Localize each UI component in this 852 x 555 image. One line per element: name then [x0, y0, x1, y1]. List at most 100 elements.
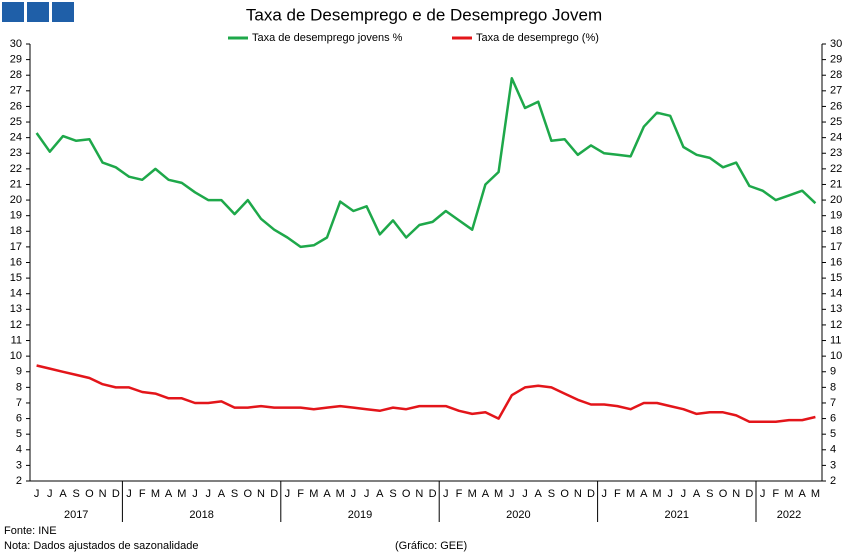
x-tick-label: D: [745, 488, 753, 500]
x-tick-label: N: [415, 488, 423, 500]
y-tick-label: 22: [10, 163, 22, 175]
x-tick-label: A: [535, 488, 543, 500]
y-tick-label: 8: [16, 381, 22, 393]
y2-tick-label: 15: [830, 272, 842, 284]
y2-tick-label: 18: [830, 225, 842, 237]
x-tick-label: A: [218, 488, 226, 500]
x-tick-label: J: [509, 488, 515, 500]
source: Fonte: INE: [4, 525, 57, 537]
year-label: 2022: [777, 509, 801, 521]
x-tick-label: O: [85, 488, 94, 500]
y2-tick-label: 5: [830, 428, 836, 440]
y-tick-label: 7: [16, 397, 22, 409]
y-tick-label: 20: [10, 194, 22, 206]
credit: (Gráfico: GEE): [395, 540, 467, 552]
x-tick-label: D: [270, 488, 278, 500]
note: Nota: Dados ajustados de sazonalidade: [4, 540, 198, 552]
y2-tick-label: 27: [830, 85, 842, 97]
y-tick-label: 14: [10, 288, 22, 300]
y2-tick-label: 7: [830, 397, 836, 409]
x-tick-label: M: [177, 488, 186, 500]
x-tick-label: M: [811, 488, 820, 500]
x-tick-label: F: [456, 488, 463, 500]
y2-tick-label: 29: [830, 54, 842, 66]
y2-tick-label: 24: [830, 132, 842, 144]
y2-tick-label: 8: [830, 381, 836, 393]
x-tick-label: J: [681, 488, 687, 500]
y-tick-label: 10: [10, 350, 22, 362]
y-tick-label: 29: [10, 54, 22, 66]
y2-tick-label: 25: [830, 116, 842, 128]
x-tick-label: J: [34, 488, 40, 500]
x-tick-label: F: [614, 488, 621, 500]
x-tick-label: D: [587, 488, 595, 500]
x-tick-label: A: [323, 488, 331, 500]
chart-title: Taxa de Desemprego e de Desemprego Jovem: [246, 5, 602, 24]
x-tick-label: A: [482, 488, 490, 500]
x-tick-label: J: [760, 488, 766, 500]
x-tick-label: A: [640, 488, 648, 500]
x-tick-label: M: [336, 488, 345, 500]
x-tick-label: J: [47, 488, 53, 500]
x-tick-label: O: [244, 488, 253, 500]
x-tick-label: O: [402, 488, 411, 500]
y-tick-label: 30: [10, 38, 22, 50]
x-tick-label: S: [231, 488, 238, 500]
x-tick-label: F: [139, 488, 146, 500]
y-tick-label: 26: [10, 100, 22, 112]
y2-tick-label: 14: [830, 288, 842, 300]
x-tick-label: A: [376, 488, 384, 500]
x-tick-label: J: [443, 488, 449, 500]
y-tick-label: 3: [16, 459, 22, 471]
y-tick-label: 18: [10, 225, 22, 237]
y-tick-label: 23: [10, 147, 22, 159]
x-tick-label: M: [309, 488, 318, 500]
logo-square: [2, 2, 24, 22]
year-label: 2017: [64, 509, 88, 521]
series-line: [36, 364, 816, 423]
x-tick-label: S: [706, 488, 713, 500]
y-tick-label: 27: [10, 85, 22, 97]
y2-tick-label: 10: [830, 350, 842, 362]
x-tick-label: A: [799, 488, 807, 500]
y2-tick-label: 16: [830, 256, 842, 268]
y2-tick-label: 21: [830, 178, 842, 190]
y2-tick-label: 23: [830, 147, 842, 159]
y-tick-label: 16: [10, 256, 22, 268]
x-tick-label: J: [601, 488, 607, 500]
legend-label: Taxa de desemprego (%): [476, 32, 599, 44]
y-tick-label: 4: [16, 444, 22, 456]
x-tick-label: S: [389, 488, 396, 500]
x-tick-label: M: [151, 488, 160, 500]
year-label: 2020: [506, 509, 530, 521]
y-tick-label: 25: [10, 116, 22, 128]
y-tick-label: 11: [11, 334, 22, 346]
y2-tick-label: 28: [830, 69, 842, 81]
y2-tick-label: 4: [830, 444, 836, 456]
y-tick-label: 2: [16, 475, 22, 487]
x-tick-label: J: [522, 488, 528, 500]
x-tick-label: J: [192, 488, 198, 500]
y-tick-label: 5: [16, 428, 22, 440]
x-tick-label: A: [693, 488, 701, 500]
x-tick-label: J: [285, 488, 291, 500]
y2-tick-label: 13: [830, 303, 842, 315]
x-tick-label: M: [652, 488, 661, 500]
y2-tick-label: 22: [830, 163, 842, 175]
y2-tick-label: 17: [830, 241, 842, 253]
y-tick-label: 24: [10, 132, 22, 144]
y-tick-label: 13: [10, 303, 22, 315]
x-tick-label: M: [784, 488, 793, 500]
x-tick-label: N: [574, 488, 582, 500]
y2-tick-label: 30: [830, 38, 842, 50]
series-line: [35, 77, 817, 249]
x-tick-label: O: [560, 488, 569, 500]
y2-tick-label: 19: [830, 210, 842, 222]
y-tick-label: 21: [10, 178, 22, 190]
y-tick-label: 17: [10, 241, 22, 253]
x-tick-label: D: [429, 488, 437, 500]
logo-square: [52, 2, 74, 22]
x-tick-label: M: [626, 488, 635, 500]
logo-square: [27, 2, 49, 22]
y2-tick-label: 11: [830, 334, 841, 346]
